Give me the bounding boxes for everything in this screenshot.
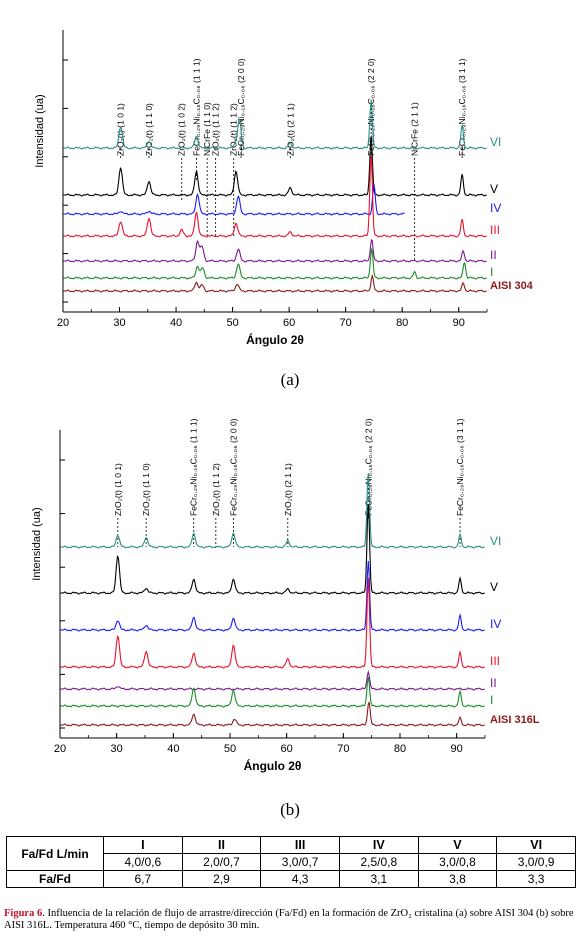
peak-annotation: ZrO₂(t) (2 1 1) bbox=[283, 463, 293, 516]
series-line bbox=[63, 156, 487, 238]
peak-annotation: ZrO₂(t) (1 1 2) bbox=[211, 463, 221, 516]
x-tick-label: 80 bbox=[396, 317, 408, 329]
series-label: VI bbox=[490, 135, 501, 149]
peak-annotation: FeCr₀.₂₉Ni₀.₁₆C₀.₀₆ (2 2 0) bbox=[363, 418, 373, 516]
col-header-II: II bbox=[181, 836, 262, 854]
x-tick-label: 50 bbox=[226, 317, 238, 329]
series-label: V bbox=[490, 580, 498, 594]
flow-cell-IV: 2,5/0,8 bbox=[338, 853, 419, 871]
peak-annotation: ZrO₂(t) (1 1 0) bbox=[144, 103, 154, 156]
peak-annotation: FeCr₀.₂₉Ni₀.₁₆C₀.₀₆ (2 2 0) bbox=[366, 58, 376, 156]
series-line bbox=[63, 136, 487, 197]
y-axis-label: Intensidad (ua) bbox=[31, 507, 43, 580]
series-line bbox=[63, 238, 487, 263]
flow-header-cell: Fa/Fd L/min bbox=[6, 836, 104, 871]
ratio-cell-III: 4,3 bbox=[260, 870, 340, 888]
x-tick-label: 20 bbox=[54, 743, 66, 755]
flow-cell-II: 2,0/0,7 bbox=[181, 853, 262, 871]
col-header-IV: IV bbox=[338, 836, 419, 854]
peak-annotation: ZrO₂(t) (2 1 1) bbox=[285, 103, 295, 156]
flow-cell-III: 3,0/0,7 bbox=[260, 853, 340, 871]
x-tick-label: 50 bbox=[224, 743, 236, 755]
flow-cell-V: 3,0/0,8 bbox=[417, 853, 498, 871]
series-line bbox=[63, 247, 487, 280]
xrd-chart-a: 20 30 40 50 60 70 80 90 Ángulo 2θ Intensidad (ua)… bbox=[34, 30, 534, 347]
peak-annotation: FeCr₀.₂₉Ni₀.₁₆C₀.₀₆ (2 0 0) bbox=[236, 58, 246, 156]
peak-annotation: ZrO₂(t) (1 0 2) bbox=[177, 103, 187, 156]
peak-annotation: NiCrFe (2 1 1) bbox=[410, 102, 420, 156]
series-line bbox=[60, 669, 485, 691]
peak-annotation: ZrO₂(t) (1 1 0) bbox=[141, 463, 151, 516]
flow-cell-I: 4,0/0,6 bbox=[103, 853, 183, 871]
col-header-III: III bbox=[260, 836, 340, 854]
series-label: II bbox=[490, 676, 497, 690]
col-header-I: I bbox=[103, 836, 183, 854]
ratio-cell-VI: 3,3 bbox=[496, 870, 576, 888]
series-line bbox=[60, 503, 485, 595]
series-label: AISI 316L bbox=[490, 714, 540, 726]
series-line bbox=[63, 101, 487, 150]
peak-annotation: NiCrFe (1 1 0) bbox=[202, 102, 212, 156]
series-line bbox=[63, 273, 487, 293]
series-label: III bbox=[490, 223, 500, 237]
flow-ratio-table: Fa/Fd L/min I II III IV V VI 4,0/0,6 2,0… bbox=[6, 836, 576, 888]
peak-annotation: FeCr₀.₂₉Ni₀.₁₆C₀.₀₆ (1 1 1) bbox=[189, 418, 199, 516]
x-tick-label: 70 bbox=[337, 743, 349, 755]
series-line bbox=[60, 676, 485, 708]
panel-label-a: (a) bbox=[280, 370, 300, 389]
x-tick-label: 80 bbox=[394, 743, 406, 755]
series-line bbox=[60, 560, 485, 632]
series-label: III bbox=[490, 654, 500, 668]
caption-text: . Influencia de la relación de flujo de … bbox=[4, 908, 574, 931]
series-label: VI bbox=[490, 534, 501, 548]
peak-annotation: FeCr₀.₂₉Ni₀.₁₆C₀.₀₆ (2 0 0) bbox=[228, 418, 238, 516]
col-header-V: V bbox=[417, 836, 498, 854]
col-header-VI: VI bbox=[496, 836, 576, 854]
x-tick-label: 30 bbox=[111, 743, 123, 755]
series-line bbox=[60, 472, 485, 549]
x-tick-label: 60 bbox=[281, 743, 293, 755]
panel-label-b: (b) bbox=[280, 800, 300, 819]
x-axis-label: Ángulo 2θ bbox=[246, 332, 304, 347]
series-line bbox=[63, 183, 405, 216]
flow-cell-VI: 3,0/0,9 bbox=[496, 853, 576, 871]
series-label: V bbox=[490, 182, 498, 196]
ratio-cell-I: 6,7 bbox=[103, 870, 183, 888]
series-label: IV bbox=[490, 201, 501, 215]
ratio-cell-IV: 3,1 bbox=[338, 870, 419, 888]
xrd-chart-b: 20 30 40 50 60 70 80 90 Ángulo 2θ Intensidad (ua)… bbox=[31, 418, 540, 773]
peak-annotation: FeCr₀.₂₉Ni₀.₁₆C₀.₀₆ (3 1 1) bbox=[455, 418, 465, 516]
peak-annotation: ZrO₂(t) (1 1 2) bbox=[211, 103, 221, 156]
series-line bbox=[60, 577, 485, 669]
x-tick-label: 60 bbox=[283, 317, 295, 329]
x-tick-label: 30 bbox=[113, 317, 125, 329]
peak-annotation: ZrO₂(t) (1 0 1) bbox=[116, 103, 126, 156]
y-axis-label: Intensidad (ua) bbox=[34, 94, 46, 167]
x-tick-label: 90 bbox=[451, 743, 463, 755]
series-label: II bbox=[490, 248, 497, 262]
peak-annotation: ZrO₂(t) (1 1 2) bbox=[229, 103, 239, 156]
figure-label: Figura 6 bbox=[4, 908, 43, 919]
x-tick-label: 90 bbox=[453, 317, 465, 329]
x-tick-label: 40 bbox=[167, 743, 179, 755]
ratio-cell-V: 3,8 bbox=[417, 870, 498, 888]
peak-annotation: FeCr₀.₂₉Ni₀.₁₆C₀.₀₆ (3 1 1) bbox=[457, 58, 467, 156]
x-axis-label: Ángulo 2θ bbox=[244, 758, 302, 773]
series-label: AISI 304 bbox=[490, 280, 534, 292]
series-label: I bbox=[490, 265, 493, 279]
ratio-cell-II: 2,9 bbox=[181, 870, 262, 888]
peak-annotation: ZrO₂(t) (1 0 1) bbox=[113, 463, 123, 516]
peak-annotation: FeCr₀.₂₉Ni₀.₁₆C₀.₀₆ (1 1 1) bbox=[191, 58, 201, 156]
x-tick-label: 20 bbox=[57, 317, 69, 329]
ratio-header-cell: Fa/Fd bbox=[6, 870, 104, 888]
series-line bbox=[60, 701, 485, 727]
series-label: I bbox=[490, 693, 493, 707]
figure-caption: Figura 6. Influencia de la relación de f… bbox=[4, 908, 578, 932]
x-tick-label: 70 bbox=[340, 317, 352, 329]
x-tick-label: 40 bbox=[170, 317, 182, 329]
series-label: IV bbox=[490, 617, 501, 631]
